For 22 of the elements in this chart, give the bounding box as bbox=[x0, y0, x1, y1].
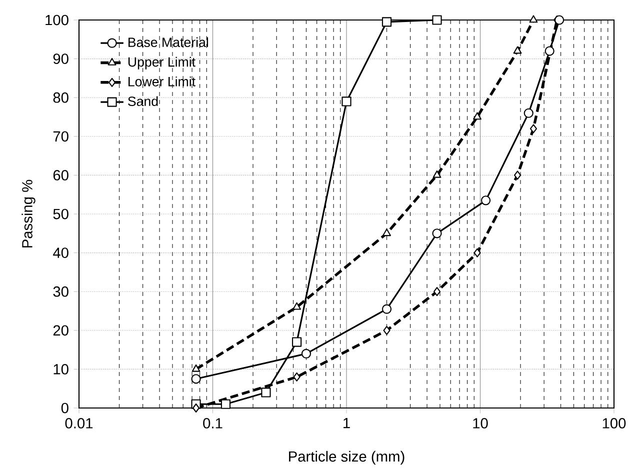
y-tick-label: 100 bbox=[46, 14, 68, 26]
y-tick-label: 20 bbox=[53, 325, 68, 336]
y-tick-label: 50 bbox=[53, 208, 68, 220]
x-axis-title: Particle size (mm) bbox=[289, 450, 404, 465]
x-tick-label: 10 bbox=[473, 418, 488, 428]
y-tick-label: 30 bbox=[53, 286, 68, 297]
y-tick-label: 80 bbox=[53, 92, 68, 103]
y-tick-label: 60 bbox=[53, 170, 68, 180]
y-tick-label: 90 bbox=[53, 54, 68, 64]
y-tick-label: 10 bbox=[54, 364, 68, 374]
x-tick-label: 1 bbox=[344, 418, 350, 428]
legend-label: Upper Limit bbox=[128, 56, 196, 70]
x-tick-label: 100 bbox=[602, 418, 626, 428]
y-axis-title: Passing % bbox=[22, 180, 36, 248]
y-tick-label: 0 bbox=[61, 402, 68, 414]
x-tick-label: 0.1 bbox=[203, 418, 222, 428]
legend-label: Base Material bbox=[128, 37, 208, 48]
x-tick-label: 0.01 bbox=[65, 418, 93, 428]
y-tick-label: 70 bbox=[53, 131, 68, 142]
legend-label: Lower Limit bbox=[128, 76, 196, 86]
legend-label: Sand bbox=[128, 96, 158, 106]
y-tick-label: 40 bbox=[53, 248, 68, 258]
